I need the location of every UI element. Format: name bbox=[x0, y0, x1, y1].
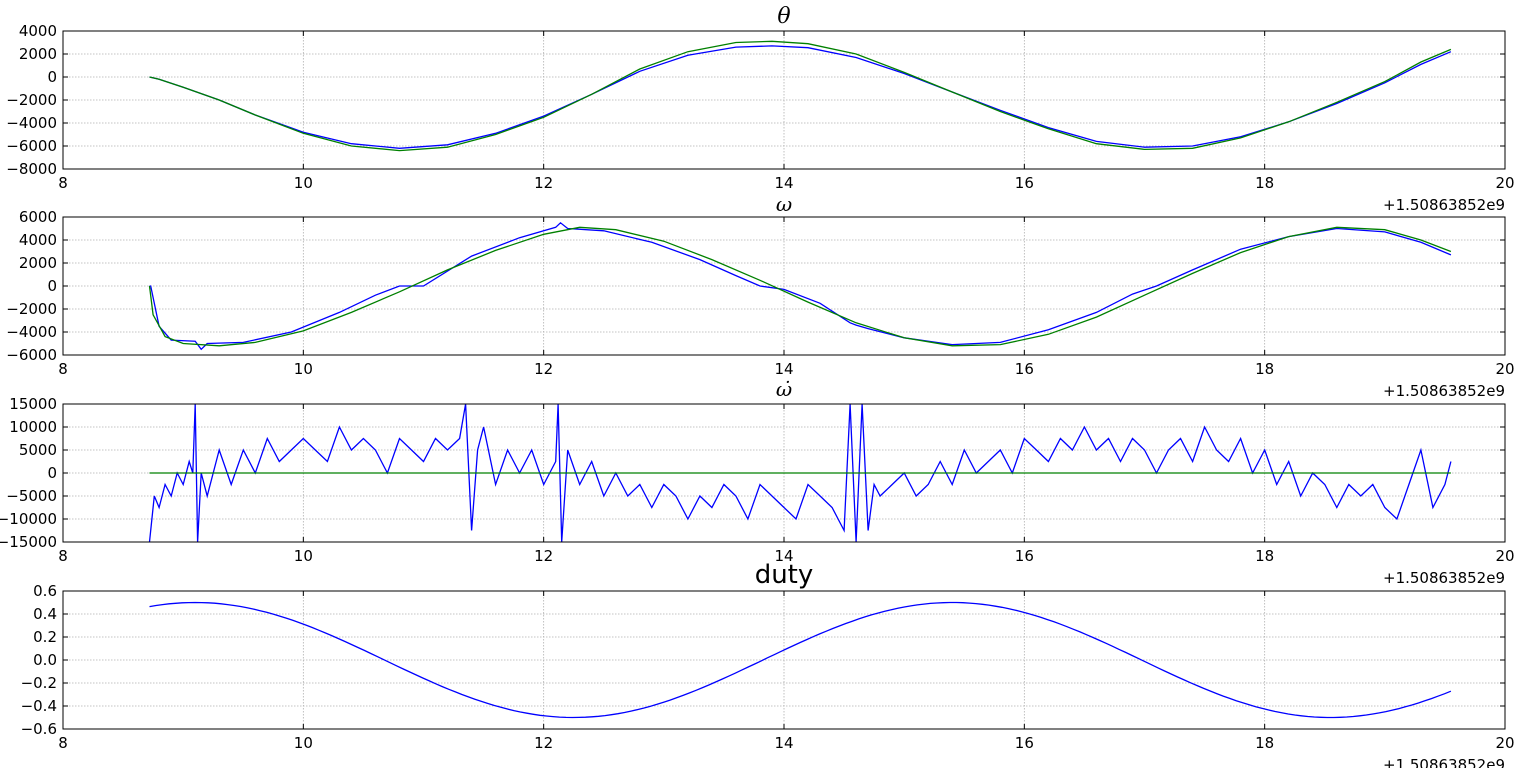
x-tick-label: 10 bbox=[294, 734, 313, 752]
x-tick-label: 12 bbox=[534, 734, 553, 752]
x-tick-label: 14 bbox=[774, 734, 793, 752]
x-tick-label: 18 bbox=[1255, 174, 1274, 192]
y-tick-label: −0.6 bbox=[21, 720, 57, 738]
y-tick-label: −5000 bbox=[6, 487, 57, 505]
x-tick-label: 14 bbox=[774, 360, 793, 378]
y-tick-label: −2000 bbox=[6, 300, 57, 318]
y-tick-label: 15000 bbox=[9, 395, 57, 413]
y-tick-label: −2000 bbox=[6, 91, 57, 109]
x-tick-label: 14 bbox=[774, 174, 793, 192]
subplot-4: 8 10 12 14 16 18 20 0.6 0.4 0.2 0.0 −0.2 −0.4 −0.6 +1.… bbox=[21, 560, 1515, 768]
series-line-1 bbox=[149, 45, 1452, 149]
x-tick-label: 10 bbox=[294, 174, 313, 192]
series-line-2 bbox=[149, 40, 1452, 152]
x-tick-label: 20 bbox=[1495, 174, 1514, 192]
chart-title: ω bbox=[776, 192, 792, 216]
x-tick-label: 12 bbox=[534, 547, 553, 565]
y-tick-label: 0 bbox=[47, 277, 57, 295]
y-tick-label: −10000 bbox=[0, 510, 57, 528]
subplot-3: 8 10 12 14 16 18 20 15000 10000 5000 0 −5000 −10000 −… bbox=[0, 377, 1515, 587]
x-tick-label: 20 bbox=[1495, 360, 1514, 378]
series-line-1 bbox=[149, 221, 1452, 351]
series-line-2 bbox=[148, 226, 1452, 347]
y-tick-label: −4000 bbox=[6, 323, 57, 341]
x-offset-label: +1.50863852e9 bbox=[1383, 196, 1505, 214]
y-tick-label: −15000 bbox=[0, 533, 57, 551]
y-tick-label: 0.2 bbox=[33, 628, 57, 646]
y-tick-label: 0.0 bbox=[33, 651, 57, 669]
series-line-1 bbox=[149, 601, 1452, 719]
chart-title: ω̇ bbox=[776, 377, 792, 401]
y-tick-label: 2000 bbox=[19, 254, 57, 272]
y-tick-label: 10000 bbox=[9, 418, 57, 436]
x-tick-label: 20 bbox=[1495, 734, 1514, 752]
series-line-1 bbox=[148, 404, 1452, 542]
y-tick-label: −8000 bbox=[6, 160, 57, 178]
x-tick-label: 12 bbox=[534, 174, 553, 192]
chart-title: θ bbox=[777, 4, 790, 29]
y-tick-label: 4000 bbox=[19, 231, 57, 249]
x-tick-label: 12 bbox=[534, 360, 553, 378]
x-tick-label: 14 bbox=[774, 547, 793, 565]
y-tick-label: −0.2 bbox=[21, 674, 57, 692]
y-tick-label: 0 bbox=[47, 68, 57, 86]
x-tick-label: 8 bbox=[58, 174, 68, 192]
x-tick-label: 16 bbox=[1015, 360, 1034, 378]
x-tick-label: 18 bbox=[1255, 360, 1274, 378]
y-tick-label: −6000 bbox=[6, 346, 57, 364]
x-tick-label: 20 bbox=[1495, 547, 1514, 565]
y-tick-label: 6000 bbox=[19, 208, 57, 226]
x-tick-label: 10 bbox=[294, 547, 313, 565]
x-offset-label: +1.50863852e9 bbox=[1383, 382, 1505, 400]
x-tick-label: 8 bbox=[58, 734, 68, 752]
y-tick-label: −0.4 bbox=[21, 697, 57, 715]
x-tick-label: 16 bbox=[1015, 174, 1034, 192]
y-tick-label: 0.6 bbox=[33, 582, 57, 600]
x-tick-label: 16 bbox=[1015, 547, 1034, 565]
x-tick-label: 8 bbox=[58, 547, 68, 565]
x-tick-label: 8 bbox=[58, 360, 68, 378]
subplot-2: 8 10 12 14 16 18 20 6000 4000 2000 0 −2000 −4000 −600… bbox=[6, 192, 1514, 400]
y-tick-label: 4000 bbox=[19, 22, 57, 40]
x-tick-label: 18 bbox=[1255, 734, 1274, 752]
y-tick-label: 5000 bbox=[19, 441, 57, 459]
x-offset-label: +1.50863852e9 bbox=[1383, 569, 1505, 587]
x-tick-label: 16 bbox=[1015, 734, 1034, 752]
x-offset-label: +1.50863852e9 bbox=[1383, 756, 1505, 768]
y-tick-label: −4000 bbox=[6, 114, 57, 132]
y-tick-label: 2000 bbox=[19, 45, 57, 63]
x-tick-label: 18 bbox=[1255, 547, 1274, 565]
subplot-1: 8 10 12 14 16 18 20 4000 2000 0 −2000 −4000 −6000 −80… bbox=[6, 4, 1514, 214]
y-tick-label: −6000 bbox=[6, 137, 57, 155]
y-tick-label: 0 bbox=[47, 464, 57, 482]
x-tick-label: 10 bbox=[294, 360, 313, 378]
y-tick-label: 0.4 bbox=[33, 605, 57, 623]
chart-title: duty bbox=[755, 560, 814, 590]
